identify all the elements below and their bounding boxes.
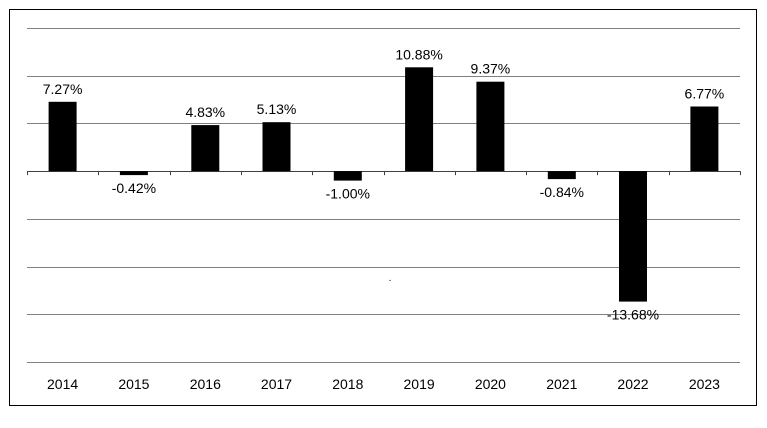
data-label-2023: 6.77%: [685, 86, 725, 102]
x-tick-label-2023: 2023: [689, 376, 720, 392]
bar-2018: [333, 171, 362, 181]
data-label-2014: 7.27%: [43, 81, 83, 97]
data-label-2018: -1.00%: [326, 186, 370, 202]
bar-2021: [547, 171, 576, 180]
data-label-2017: 5.13%: [257, 101, 297, 117]
bar-2020: [476, 81, 505, 172]
data-label-2022: -13.68%: [607, 307, 659, 323]
data-label-2015: -0.42%: [112, 180, 156, 196]
x-tick-label-2021: 2021: [546, 376, 577, 392]
bar-2022: [619, 171, 647, 302]
x-tick-labels: 2014 2015 2016 2017 2018 2019 2020 2021 2022 2023: [47, 376, 720, 392]
bar-2019: [405, 67, 434, 172]
x-tick-label-2022: 2022: [617, 376, 648, 392]
x-tick-label-2019: 2019: [404, 376, 435, 392]
x-tick-label-2016: 2016: [190, 376, 221, 392]
data-label-2020: 9.37%: [471, 61, 511, 77]
data-label-2021: -0.84%: [540, 184, 584, 200]
x-tick-label-2015: 2015: [118, 376, 149, 392]
stray-mark: ·: [388, 275, 391, 286]
bar-2023: [690, 106, 719, 172]
bar-2017: [262, 122, 291, 172]
x-tick-label-2017: 2017: [261, 376, 292, 392]
data-label-2019: 10.88%: [395, 46, 442, 62]
bar-2016: [191, 125, 220, 172]
bar-2014: [48, 101, 77, 172]
x-tick-label-2014: 2014: [47, 376, 78, 392]
bars: [48, 67, 719, 302]
data-labels: 7.27% -0.42% 4.83% 5.13% -1.00% 10.88% 9.37% -0…: [43, 46, 725, 322]
x-tick-label-2020: 2020: [475, 376, 506, 392]
bar-2015: [119, 171, 148, 176]
data-label-2016: 4.83%: [185, 104, 225, 120]
x-tick-label-2018: 2018: [332, 376, 363, 392]
